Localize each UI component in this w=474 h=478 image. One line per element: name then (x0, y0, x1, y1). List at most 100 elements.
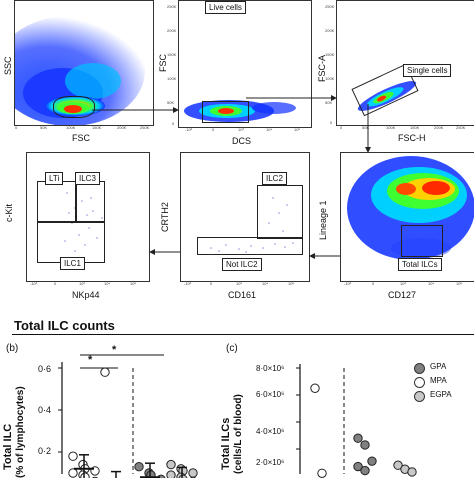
plot-lineage-cd127 (340, 152, 474, 282)
legend-marker-mpa (414, 377, 425, 388)
legend-marker-egpa (414, 391, 425, 402)
p3-xtick: 100K (386, 125, 396, 130)
p2-xtick: 10⁵ (294, 127, 301, 132)
p6-xtick: 0 (372, 281, 375, 286)
panel-c-ytick: 4·0×10⁶ (256, 427, 285, 436)
p3-ytick: 150K (325, 52, 335, 57)
total-ilcs-label: Total ILCs (398, 258, 442, 271)
p5-xtick: 10⁵ (288, 281, 295, 286)
total-ilcs-gate (401, 225, 443, 257)
panel-b-point (188, 468, 198, 478)
p4-xtick: 10⁵ (130, 281, 137, 286)
p3-xtick: 250K (456, 125, 466, 130)
p2-ytick: 200K (167, 28, 177, 33)
panel-c-ytick: 2·0×10⁶ (256, 458, 285, 467)
p6-xtick: 10⁵ (456, 281, 463, 286)
p6-xtick: 10⁴ (428, 281, 435, 286)
panel-c-point (367, 456, 377, 466)
panel-b-point (68, 468, 78, 478)
p1-xtick: 100K (66, 125, 76, 130)
density-fsc-dcs (184, 100, 296, 122)
p1-xtick: 250K (140, 125, 150, 130)
p3-ytick: 50K (325, 100, 333, 105)
live-cells-gate (202, 101, 249, 123)
p4-xlabel: NKp44 (72, 290, 100, 300)
legend-marker-gpa (414, 363, 425, 374)
p3-ytick: 200K (325, 28, 335, 33)
p6-xlabel: CD127 (388, 290, 417, 300)
p2-xtick: 0 (212, 127, 215, 132)
panel-c-label: (c) (226, 343, 238, 354)
p2-xtick: 10³ (238, 127, 244, 132)
p2-ytick: 100K (167, 76, 177, 81)
significance-star-1: * (112, 344, 117, 356)
p6-xtick: 10³ (400, 281, 406, 286)
p2-xtick: -10³ (185, 127, 193, 132)
p1-xtick: 200K (117, 125, 127, 130)
p2-xlabel: DCS (232, 136, 252, 146)
ilc3-label: ILC3 (75, 172, 100, 185)
panel-b-point (100, 367, 110, 377)
p3-xtick: 200K (434, 125, 444, 130)
section-title: Total ILC counts (14, 318, 115, 333)
panel-c-point (360, 440, 370, 450)
density-fsca-fsch (357, 81, 417, 111)
p1-xtick: 150K (92, 125, 102, 130)
density-lineage-cd127 (347, 156, 474, 260)
p2-ytick: 150K (167, 52, 177, 57)
panel-c-point (310, 383, 320, 393)
p5-xtick: 0 (210, 281, 213, 286)
plot-ssc-fsc (14, 0, 154, 126)
p4-xtick: 10⁴ (104, 281, 111, 286)
p1-xtick: 50K (40, 125, 48, 130)
panel-c-point (317, 468, 327, 478)
p5-xtick: 10³ (236, 281, 242, 286)
ilc1-label: ILC1 (60, 257, 85, 270)
panel-c-ytick: 6·0×10⁶ (256, 390, 285, 399)
p2-ytick: 0 (172, 121, 175, 126)
p4-xtick: 0 (54, 281, 57, 286)
p2-ytick: 50K (167, 100, 175, 105)
lymphocyte-gate (53, 96, 95, 118)
p2-ytick: 250K (167, 4, 177, 9)
panel-c-point (353, 433, 363, 443)
live-cells-label: Live cells (205, 1, 246, 14)
not-ilc2-label: Not ILC2 (222, 258, 262, 271)
p5-xtick: 10⁴ (262, 281, 269, 286)
p3-xlabel: FSC-H (398, 133, 426, 143)
ilc2-label: ILC2 (262, 172, 287, 185)
p5-xlabel: CD161 (228, 290, 257, 300)
panel-b-point (134, 462, 144, 472)
panel-b-ytick: 0·2 (38, 446, 52, 456)
panel-b-ytick: 0·6 (38, 364, 52, 374)
p1-xtick: 0 (15, 125, 18, 130)
legend-label-egpa: EGPA (430, 390, 452, 399)
p3-ytick: 100K (325, 76, 335, 81)
panel-b-point (166, 470, 176, 478)
single-cells-label: Single cells (403, 64, 452, 77)
panel-c-point (393, 460, 403, 470)
plot-fsca-fsch (336, 0, 474, 126)
p3-xtick: 150K (410, 125, 420, 130)
section-underline (12, 334, 474, 335)
panel-c-point (353, 461, 363, 472)
panel-b-ytick: 0·4 (38, 405, 52, 415)
p3-xtick: 50K (362, 125, 370, 130)
p3-ytick: 250K (325, 4, 335, 9)
p4-xtick: 10³ (79, 281, 85, 286)
legend-label-gpa: GPA (430, 362, 447, 371)
p3-ytick: 0 (330, 120, 333, 125)
scatter-crth2-cd161 (210, 197, 294, 253)
significance-star-2: * (88, 354, 93, 366)
panel-c-ytick: 8·0×10⁶ (256, 364, 285, 373)
p1-xlabel: FSC (72, 133, 90, 143)
legend-label-mpa: MPA (430, 376, 447, 385)
panel-b-point (166, 459, 176, 470)
not-ilc2-gate (197, 237, 303, 255)
p2-xtick: 10⁴ (266, 127, 273, 132)
panel-b-point (68, 451, 78, 461)
ilc2-gate (257, 185, 303, 239)
plot-fsc-dcs (178, 0, 312, 128)
p5-xtick: -10³ (184, 281, 192, 286)
